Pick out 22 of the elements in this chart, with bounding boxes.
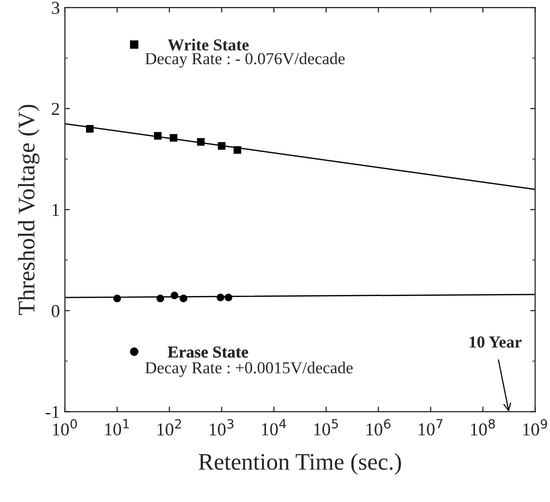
y-tick-label: 1 bbox=[52, 204, 59, 216]
x-tick-label: 10$^{9}$ bbox=[523, 419, 548, 436]
legend-label: Erase State bbox=[168, 346, 248, 358]
y-tick-label: -1 bbox=[46, 406, 59, 418]
x-tick-label: 10$^{8}$ bbox=[471, 419, 495, 436]
x-tick-label: 10$^{0}$ bbox=[53, 419, 77, 436]
x-tick-label: 10$^{3}$ bbox=[210, 419, 234, 436]
x-tick-label: 10$^{6}$ bbox=[366, 419, 390, 436]
annotation: Decay Rate : - 0.076V/decade bbox=[145, 52, 345, 68]
x-tick-label: 10$^{2}$ bbox=[158, 419, 181, 436]
x-tick-label: 10$^{1}$ bbox=[105, 419, 129, 436]
x-tick-label: 10$^{4}$ bbox=[262, 419, 286, 436]
legend-label: Write State bbox=[168, 38, 249, 51]
x-tick-label: 10$^{7}$ bbox=[418, 419, 442, 436]
y-tick-label: 3 bbox=[52, 2, 60, 14]
annotation: Decay Rate : +0.0015V/decade bbox=[145, 362, 353, 377]
y-tick-label: 2 bbox=[52, 102, 60, 115]
y-tick-label: 0 bbox=[52, 304, 60, 318]
y-axis-title: Threshold Voltage (V) bbox=[18, 104, 40, 315]
x-axis-title: Retention Time (sec.) bbox=[198, 453, 401, 475]
x-tick-label: 10$^{5}$ bbox=[314, 419, 338, 436]
annotation: 10 Year bbox=[470, 336, 522, 348]
